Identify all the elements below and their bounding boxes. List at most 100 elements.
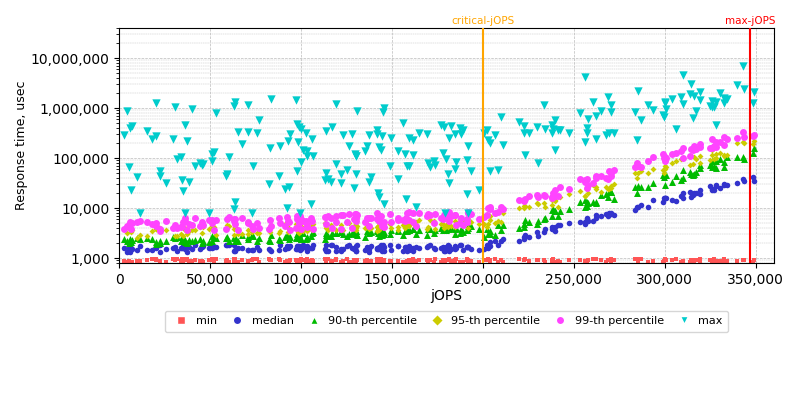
Point — [530, 221, 543, 227]
Point — [171, 234, 184, 240]
Point — [221, 234, 234, 241]
Point — [341, 243, 354, 249]
Point — [465, 219, 478, 226]
Point — [483, 239, 496, 246]
Point — [657, 112, 670, 118]
Point — [420, 257, 433, 264]
Point — [484, 216, 497, 223]
Point — [590, 184, 602, 191]
Point — [586, 199, 599, 206]
Point — [454, 125, 466, 131]
Point — [290, 235, 302, 241]
Point — [391, 217, 404, 224]
Point — [242, 234, 255, 240]
Point — [319, 256, 332, 262]
Point — [635, 184, 648, 190]
Point — [399, 244, 412, 250]
Point — [687, 256, 700, 263]
Point — [150, 256, 162, 263]
Point — [296, 228, 309, 234]
Point — [242, 218, 255, 225]
Point — [462, 257, 474, 264]
Point — [666, 256, 678, 263]
Point — [676, 101, 689, 107]
Point — [350, 220, 362, 226]
Point — [363, 248, 376, 255]
Point — [150, 239, 162, 246]
Point — [590, 199, 602, 205]
Point — [434, 215, 447, 221]
Point — [549, 197, 562, 203]
Point — [465, 223, 478, 229]
Point — [492, 218, 505, 224]
Point — [518, 198, 531, 204]
Point — [496, 258, 509, 265]
Point — [134, 236, 146, 242]
Point — [518, 216, 531, 223]
Point — [253, 230, 266, 237]
Point — [296, 218, 309, 224]
Point — [196, 162, 209, 168]
Point — [694, 165, 706, 171]
Point — [442, 135, 455, 141]
Point — [400, 222, 413, 228]
Point — [462, 210, 474, 216]
Point — [146, 256, 158, 262]
Point — [176, 218, 189, 225]
Point — [358, 148, 371, 154]
Point — [538, 257, 550, 263]
Point — [687, 114, 700, 121]
Point — [343, 219, 356, 226]
Point — [406, 210, 419, 216]
Point — [295, 159, 308, 165]
Point — [343, 211, 356, 217]
Point — [549, 208, 562, 214]
Point — [264, 257, 277, 264]
Point — [319, 248, 332, 254]
Point — [538, 192, 550, 198]
Point — [181, 138, 194, 144]
Point — [146, 228, 158, 234]
Point — [341, 219, 354, 225]
Point — [349, 151, 362, 157]
Point — [384, 258, 397, 264]
Point — [391, 148, 404, 154]
Point — [306, 217, 319, 224]
Point — [336, 212, 349, 218]
Point — [118, 226, 130, 232]
Point — [437, 244, 450, 250]
Point — [301, 148, 314, 154]
Point — [495, 227, 508, 233]
Point — [442, 218, 455, 224]
Point — [462, 210, 474, 216]
Point — [301, 248, 314, 254]
Point — [630, 175, 643, 181]
Point — [378, 105, 390, 111]
Point — [334, 246, 347, 252]
Point — [437, 216, 450, 223]
Point — [718, 152, 730, 159]
Point — [402, 227, 415, 234]
Point — [227, 218, 240, 224]
Point — [590, 113, 602, 119]
Point — [374, 213, 387, 220]
Point — [746, 140, 759, 147]
Point — [546, 257, 558, 263]
Point — [242, 258, 255, 264]
Point — [687, 147, 700, 153]
Point — [605, 183, 618, 190]
Point — [250, 130, 263, 136]
Point — [146, 136, 158, 142]
Point — [454, 220, 466, 226]
Point — [290, 225, 302, 231]
Point — [676, 155, 689, 162]
Point — [396, 232, 409, 238]
Point — [124, 259, 137, 265]
Point — [454, 216, 466, 223]
Point — [690, 156, 702, 162]
Point — [391, 227, 404, 233]
Point — [546, 226, 558, 232]
Point — [647, 197, 660, 203]
Point — [554, 127, 566, 134]
Point — [282, 258, 295, 264]
